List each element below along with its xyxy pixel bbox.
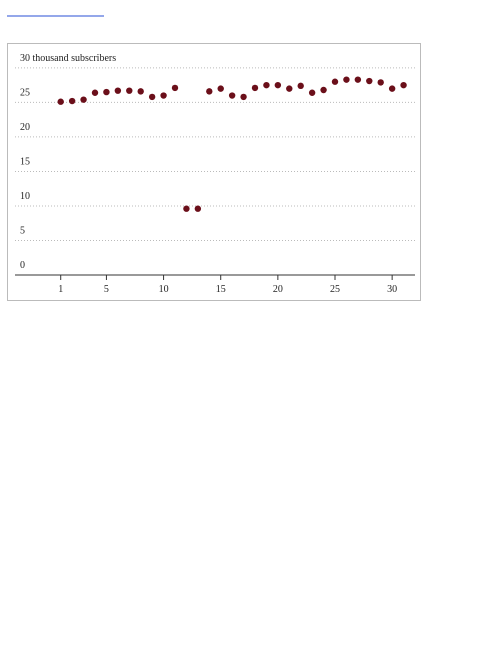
point — [217, 85, 224, 92]
point — [57, 98, 64, 105]
x-tick-label: 25 — [330, 284, 340, 295]
chart-frame — [7, 43, 421, 301]
point — [80, 96, 87, 103]
point — [148, 93, 156, 101]
x-tick-label: 15 — [216, 284, 226, 295]
x-tick-label: 10 — [159, 284, 169, 295]
point — [91, 89, 99, 96]
point — [331, 78, 339, 85]
point — [126, 87, 133, 94]
point — [251, 84, 259, 92]
point — [354, 76, 362, 83]
point — [274, 81, 282, 89]
point — [68, 97, 76, 105]
point — [194, 205, 202, 212]
y-tick-label: 10 — [20, 191, 30, 202]
y-tick-label: 0 — [20, 260, 25, 271]
point — [388, 85, 396, 92]
point — [400, 81, 407, 89]
point — [320, 86, 327, 94]
y-tick-label: 25 — [20, 87, 30, 98]
x-tick-label: 20 — [273, 284, 283, 295]
y-tick-label: 15 — [20, 156, 30, 167]
point — [366, 77, 373, 85]
point — [183, 205, 190, 212]
point — [228, 92, 236, 99]
point — [297, 82, 304, 90]
point — [240, 93, 247, 101]
point — [160, 92, 167, 99]
point — [308, 89, 316, 96]
y-tick-label: 20 — [20, 122, 30, 133]
point — [343, 76, 350, 83]
point — [206, 88, 213, 95]
point — [263, 81, 270, 89]
x-tick-label: 5 — [104, 284, 109, 295]
point — [171, 84, 179, 92]
point — [103, 88, 110, 96]
x-tick-label: 1 — [58, 284, 63, 295]
x-tick-label: 30 — [387, 284, 397, 295]
point — [114, 87, 122, 94]
y-tick-label: 30 thousand subscribers — [20, 53, 116, 64]
point — [286, 85, 293, 92]
y-tick-label: 5 — [20, 225, 25, 236]
point — [137, 88, 144, 95]
point — [377, 79, 384, 86]
